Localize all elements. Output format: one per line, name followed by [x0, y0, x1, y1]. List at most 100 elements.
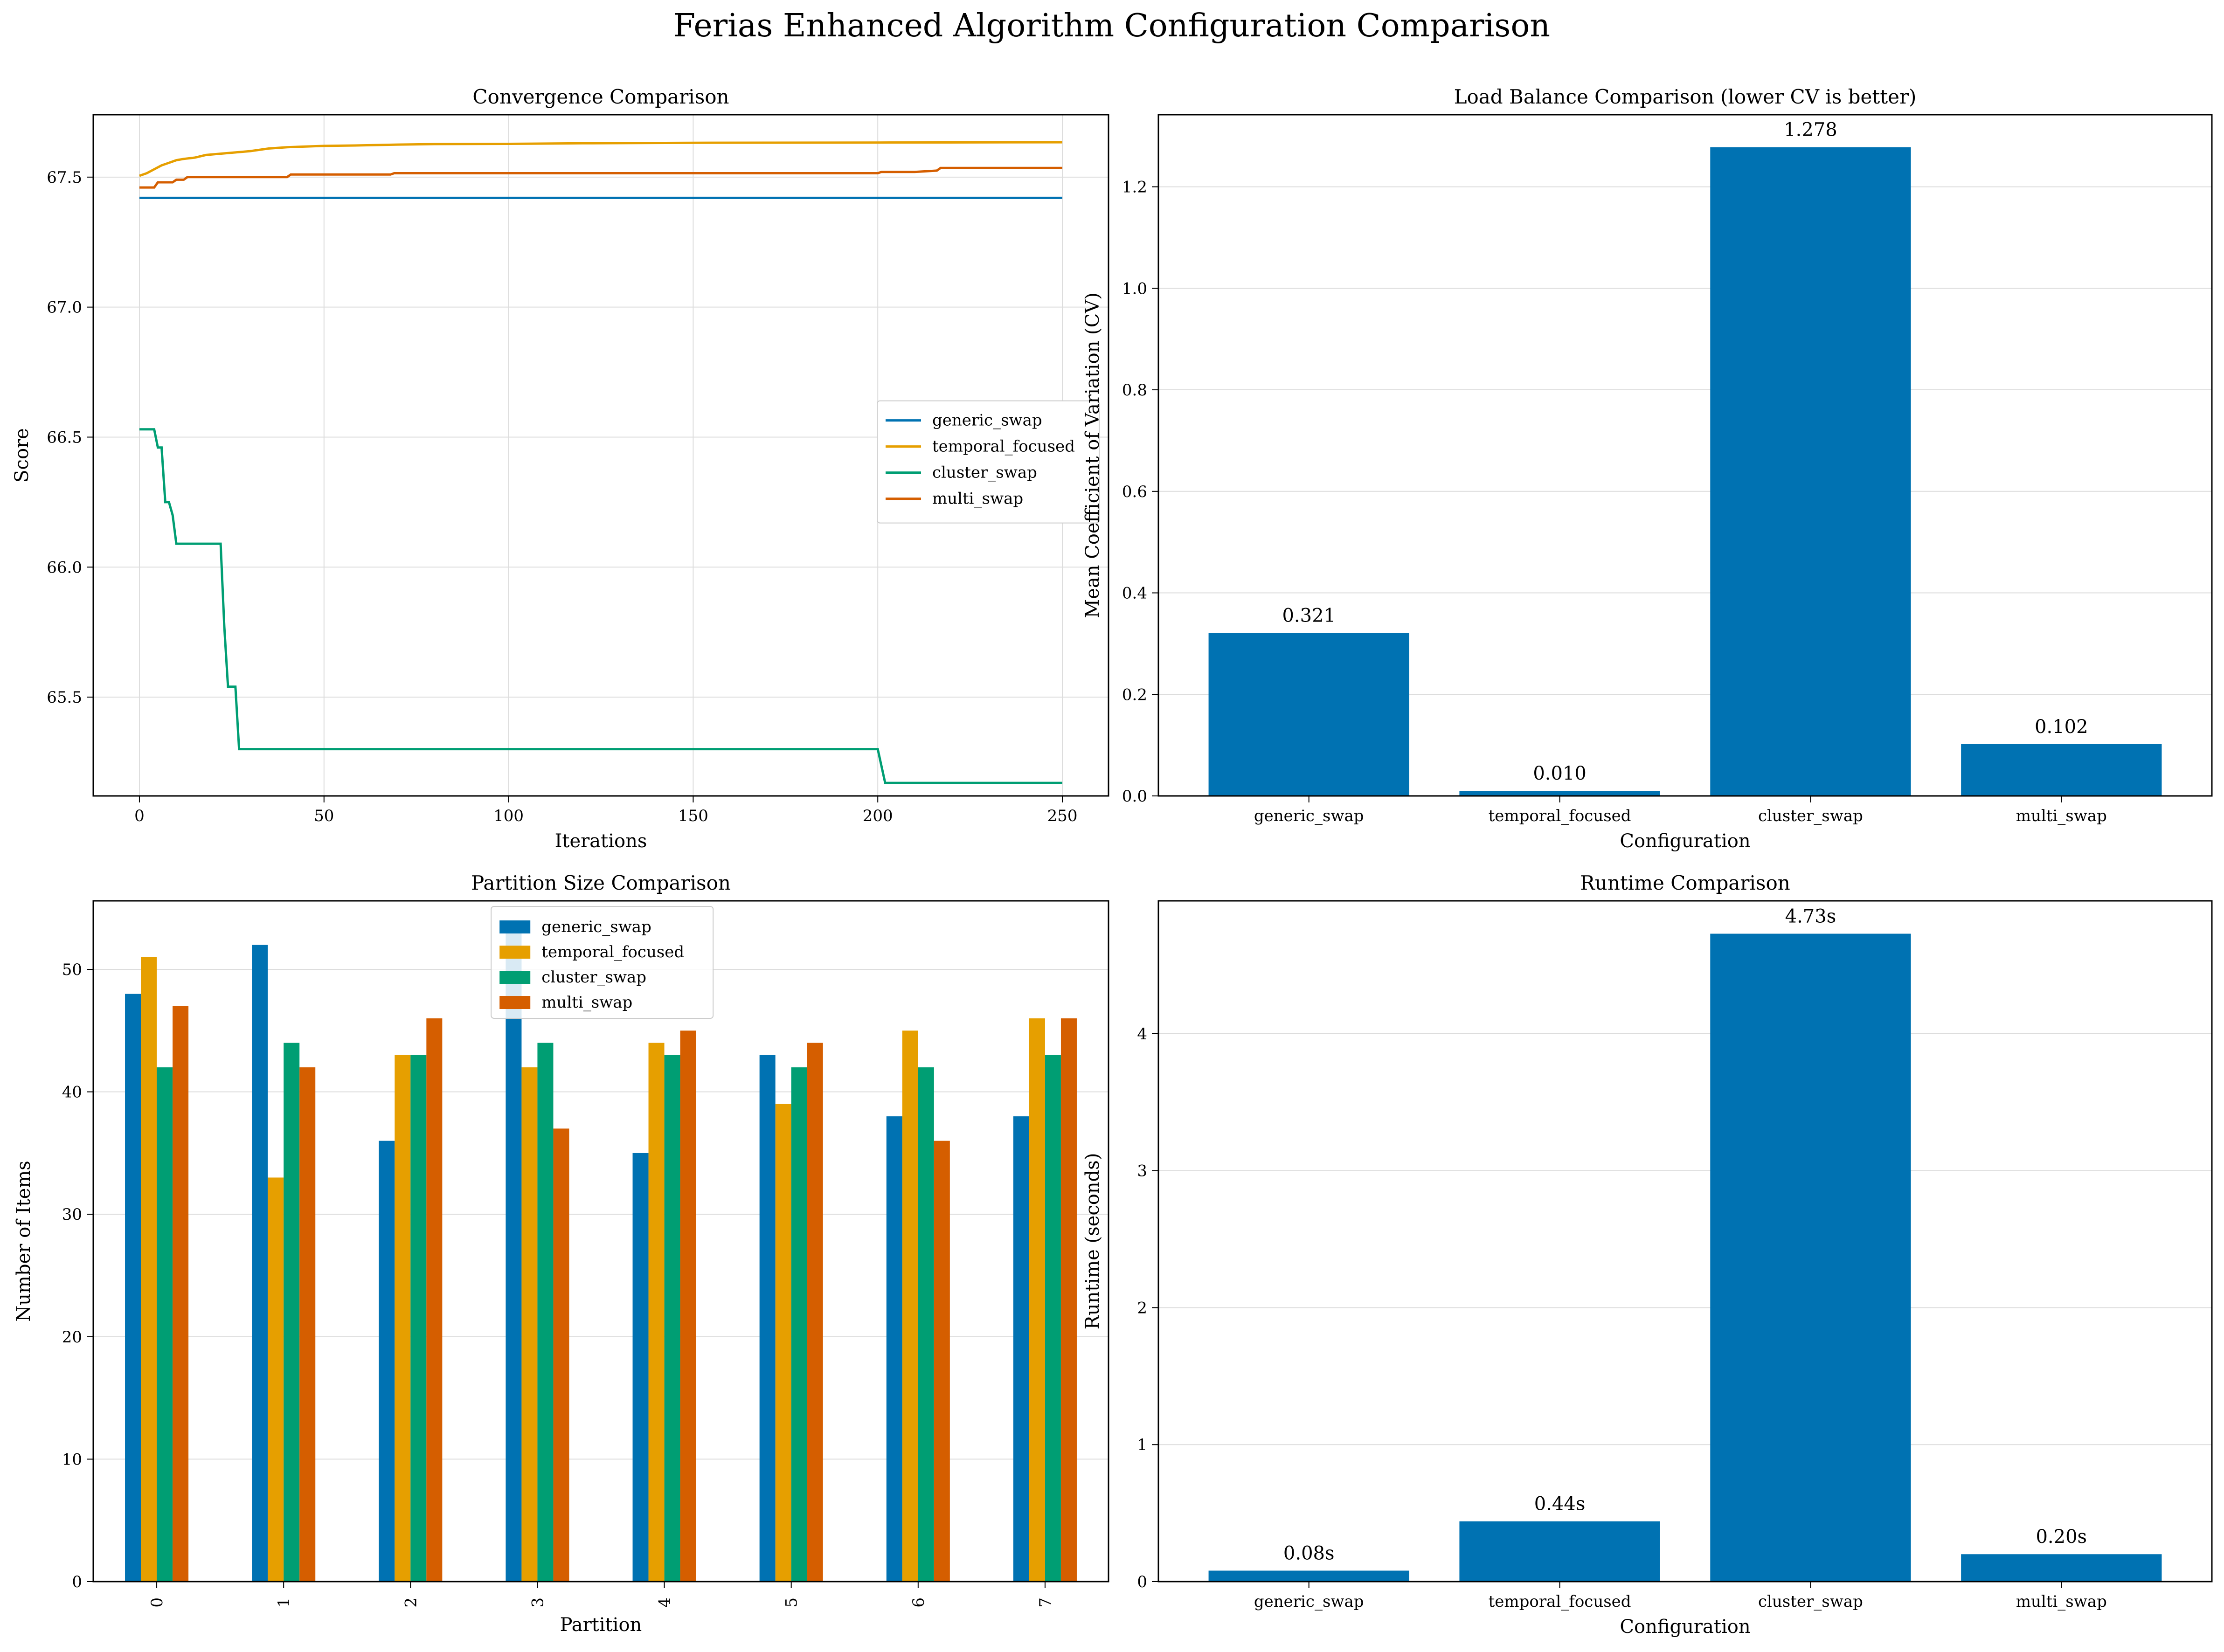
chart-runtime: 0 1 2 3 4 0.08s generic_swap 0.44s temporal_focu… — [1082, 871, 2213, 1638]
x-tick-label: multi_swap — [2016, 1592, 2107, 1611]
bar-temporal-focused — [902, 1030, 918, 1582]
bar-cluster-swap — [537, 1043, 554, 1582]
y-tick-label: 4 — [1137, 1025, 1147, 1044]
x-tick-label: multi_swap — [2016, 807, 2107, 825]
x-tick-label: 4 — [656, 1597, 674, 1608]
subplot-title: Runtime Comparison — [1580, 871, 1790, 894]
legend-box — [877, 400, 1100, 524]
bar-multi-swap — [173, 1006, 189, 1582]
subplot-title: Partition Size Comparison — [471, 871, 731, 894]
bar-generic-swap — [1208, 1570, 1409, 1582]
y-tick-label: 0.0 — [1122, 787, 1147, 806]
subplot-title: Load Balance Comparison (lower CV is bet… — [1454, 85, 1917, 108]
y-tick-label: 67.5 — [47, 168, 82, 187]
x-axis-label: Configuration — [1620, 1616, 1750, 1638]
figure-title: Ferias Enhanced Algorithm Configuration … — [673, 7, 1550, 44]
bar-cluster-swap — [664, 1055, 680, 1582]
series-line-cluster-swap — [139, 428, 1062, 784]
x-axis-label: Configuration — [1620, 830, 1750, 852]
x-tick-label: cluster_swap — [1758, 807, 1863, 825]
y-axis-label: Runtime (seconds) — [1082, 1153, 1103, 1330]
legend-label: multi_swap — [541, 993, 632, 1012]
bar-generic-swap — [886, 1116, 902, 1582]
bar-cluster-swap — [1710, 147, 1911, 796]
y-axis-label: Mean Coefficient of Variation (CV) — [1082, 292, 1103, 618]
x-tick-label: 200 — [863, 807, 893, 825]
y-tick-label: 20 — [62, 1328, 82, 1347]
value-label: 1.278 — [1784, 119, 1837, 141]
bar-cluster-swap — [918, 1067, 934, 1582]
chart-convergence: 65.5 66.0 66.5 67.0 67.5 0 50 100 150 200 250 gener… — [11, 85, 1109, 852]
x-tick-label: 100 — [493, 807, 524, 825]
bar-temporal-focused — [395, 1055, 411, 1582]
x-tick-label: 5 — [783, 1597, 801, 1608]
bar-temporal-focused — [648, 1043, 665, 1582]
y-tick-label: 1 — [1137, 1436, 1147, 1454]
value-label: 0.08s — [1283, 1542, 1335, 1564]
y-tick-label: 1.0 — [1122, 279, 1147, 298]
y-axis-label: Score — [11, 428, 33, 483]
y-tick-label: 66.0 — [47, 558, 82, 577]
x-tick-label: 0 — [148, 1597, 166, 1608]
x-tick-label: 250 — [1047, 807, 1078, 825]
x-tick-label: 7 — [1036, 1597, 1055, 1608]
x-tick-label: 6 — [909, 1597, 928, 1608]
series-line-multi-swap — [139, 166, 1062, 189]
series-line-temporal-focused — [139, 141, 1063, 177]
subplot-title: Convergence Comparison — [472, 85, 729, 108]
legend-swatch-multi-swap — [499, 996, 531, 1009]
x-tick-label: generic_swap — [1254, 1592, 1364, 1611]
bar-temporal-focused — [1459, 791, 1660, 796]
axes-frame — [1157, 900, 2213, 1583]
bar-multi-swap — [553, 1128, 569, 1582]
bar-generic-swap — [632, 1153, 649, 1582]
y-tick-label: 50 — [62, 961, 82, 979]
bar-temporal-focused — [141, 957, 157, 1582]
bar-generic-swap — [252, 945, 268, 1582]
bar-generic-swap — [1013, 1116, 1029, 1582]
bar-multi-swap — [934, 1141, 950, 1582]
bar-multi-swap — [680, 1030, 696, 1582]
y-tick-label: 0 — [1137, 1573, 1147, 1591]
y-tick-label: 3 — [1137, 1162, 1147, 1181]
y-tick-label: 0.6 — [1122, 483, 1147, 501]
legend-label: generic_swap — [541, 918, 651, 936]
bar-multi-swap — [1961, 1554, 2162, 1582]
y-axis-label: Number of Items — [13, 1161, 35, 1321]
bar-generic-swap — [506, 933, 522, 1582]
y-tick-label: 1.2 — [1122, 178, 1147, 197]
legend-label: temporal_focused — [932, 437, 1075, 456]
legend-box — [491, 906, 714, 1019]
x-tick-label: cluster_swap — [1758, 1592, 1863, 1611]
bar-multi-swap — [426, 1018, 443, 1582]
chart-load-balance: 0.0 0.2 0.4 0.6 0.8 1.0 1.2 0.321 generic_swap 0.… — [1082, 85, 2213, 852]
bar-generic-swap — [1208, 633, 1409, 796]
x-tick-label: 3 — [528, 1597, 547, 1608]
bar-cluster-swap — [410, 1055, 427, 1582]
bar-cluster-swap — [284, 1043, 300, 1582]
y-tick-label: 0.2 — [1122, 685, 1147, 704]
bar-temporal-focused — [775, 1104, 791, 1582]
axes-frame — [1157, 114, 2213, 797]
y-tick-label: 66.5 — [47, 428, 82, 447]
x-tick-label: generic_swap — [1254, 807, 1364, 825]
y-tick-label: 0.4 — [1122, 584, 1147, 603]
y-tick-label: 0 — [72, 1573, 82, 1591]
legend-swatch-generic-swap — [499, 920, 531, 933]
value-label: 0.321 — [1282, 605, 1336, 627]
bar-generic-swap — [125, 994, 141, 1582]
x-tick-label: 1 — [275, 1597, 293, 1608]
value-label: 0.20s — [2036, 1526, 2087, 1548]
x-tick-label: 2 — [402, 1597, 420, 1608]
legend: generic_swap temporal_focused cluster_swap… — [877, 400, 1100, 524]
axes-frame — [92, 114, 1109, 797]
legend-label: temporal_focused — [541, 943, 684, 961]
x-tick-label: temporal_focused — [1489, 807, 1631, 825]
legend-label: cluster_swap — [932, 463, 1037, 482]
x-tick-label: 50 — [314, 807, 334, 825]
bar-cluster-swap — [1045, 1055, 1061, 1582]
bar-cluster-swap — [157, 1067, 173, 1582]
legend-swatch-cluster-swap — [499, 971, 531, 984]
legend-label: generic_swap — [932, 411, 1042, 430]
bar-temporal-focused — [1459, 1521, 1660, 1582]
